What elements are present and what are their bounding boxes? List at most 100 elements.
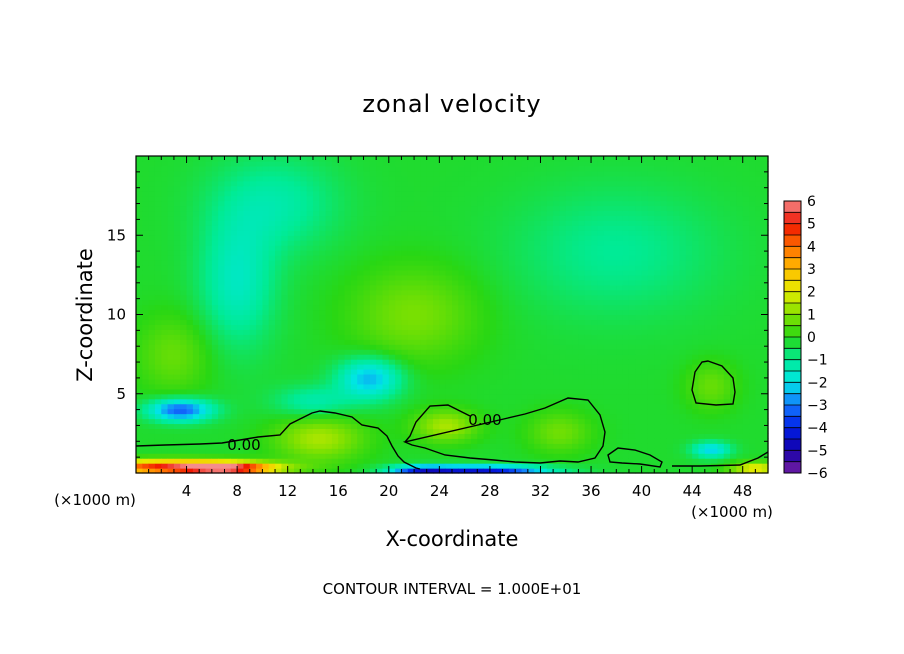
heatmap-cell	[262, 284, 270, 291]
heatmap-cell	[167, 160, 175, 167]
heatmap-cell	[483, 448, 491, 454]
heatmap-cell	[192, 165, 200, 172]
heatmap-cell	[306, 190, 314, 197]
heatmap-cell	[426, 250, 434, 256]
heatmap-cell	[344, 190, 352, 197]
heatmap-cell	[616, 170, 624, 177]
heatmap-cell	[559, 398, 567, 405]
heatmap-cell	[357, 289, 365, 296]
heatmap-cell	[572, 364, 579, 370]
heatmap-cell	[136, 160, 143, 167]
heatmap-cell	[603, 398, 611, 405]
heatmap-cell	[496, 428, 504, 434]
heatmap-cell	[521, 156, 529, 162]
heatmap-cell	[275, 195, 282, 202]
heatmap-cell	[338, 364, 346, 370]
heatmap-cell	[521, 309, 529, 316]
heatmap-cell	[167, 468, 175, 474]
heatmap-cell	[338, 403, 346, 410]
heatmap-cell	[439, 269, 447, 276]
heatmap-cell	[161, 329, 169, 335]
heatmap-cell	[319, 195, 327, 202]
heatmap-cell	[256, 210, 263, 217]
heatmap-cell	[363, 329, 371, 335]
heatmap-cell	[546, 205, 554, 212]
heatmap-cell	[439, 156, 447, 162]
heatmap-cell	[161, 339, 169, 345]
heatmap-cell	[369, 200, 377, 207]
heatmap-cell	[186, 354, 194, 360]
heatmap-cell	[167, 156, 175, 162]
heatmap-cell	[357, 329, 365, 335]
heatmap-cell	[319, 304, 327, 311]
heatmap-cell	[477, 354, 485, 360]
heatmap-cell	[376, 423, 384, 430]
heatmap-cell	[540, 393, 548, 400]
heatmap-cell	[420, 175, 428, 182]
heatmap-cell	[338, 393, 346, 400]
heatmap-cell	[458, 220, 466, 226]
heatmap-cell	[591, 200, 598, 207]
heatmap-cell	[230, 368, 238, 375]
heatmap-cell	[186, 458, 194, 464]
heatmap-cell	[489, 156, 497, 162]
heatmap-cell	[489, 364, 497, 370]
heatmap-cell	[527, 309, 535, 316]
heatmap-cell	[186, 250, 194, 256]
heatmap-cell	[262, 185, 270, 192]
heatmap-cell	[622, 190, 630, 197]
heatmap-cell	[534, 230, 542, 236]
heatmap-cell	[622, 403, 630, 410]
heatmap-cell	[420, 294, 428, 301]
heatmap-cell	[262, 359, 270, 365]
heatmap-cell	[508, 448, 516, 454]
heatmap-cell	[357, 190, 365, 197]
heatmap-cell	[540, 156, 548, 162]
heatmap-cell	[603, 195, 611, 202]
heatmap-cell	[445, 368, 453, 375]
heatmap-cell	[395, 170, 403, 177]
heatmap-cell	[546, 170, 554, 177]
heatmap-cell	[275, 329, 282, 335]
heatmap-cell	[534, 299, 542, 306]
heatmap-cell	[192, 349, 200, 355]
heatmap-cell	[477, 368, 485, 375]
heatmap-cell	[294, 250, 301, 256]
heatmap-cell	[382, 299, 390, 306]
heatmap-cell	[161, 264, 169, 271]
heatmap-cell	[376, 368, 384, 375]
heatmap-cell	[553, 413, 561, 420]
heatmap-cell	[376, 294, 384, 301]
heatmap-cell	[312, 403, 320, 410]
heatmap-cell	[622, 175, 630, 182]
heatmap-cell	[414, 220, 421, 226]
heatmap-cell	[565, 195, 573, 202]
heatmap-cell	[180, 393, 188, 400]
heatmap-cell	[230, 428, 238, 434]
heatmap-cell	[508, 180, 516, 187]
heatmap-cell	[331, 349, 339, 355]
heatmap-cell	[610, 284, 617, 291]
heatmap-cell	[559, 373, 567, 380]
heatmap-cell	[584, 383, 592, 390]
heatmap-cell	[136, 423, 143, 430]
heatmap-cell	[173, 368, 181, 375]
heatmap-cell	[395, 235, 403, 241]
heatmap-cell	[249, 453, 257, 459]
heatmap-cell	[376, 468, 384, 474]
heatmap-cell	[496, 230, 504, 236]
heatmap-cell	[553, 418, 561, 425]
heatmap-cell	[628, 458, 636, 464]
heatmap-cell	[496, 324, 504, 330]
heatmap-cell	[565, 319, 573, 325]
heatmap-cell	[426, 378, 434, 385]
heatmap-cell	[256, 274, 263, 281]
heatmap-cell	[338, 448, 346, 454]
heatmap-cell	[344, 264, 352, 271]
heatmap-cell	[331, 195, 339, 202]
heatmap-cell	[483, 160, 491, 167]
heatmap-cell	[281, 443, 289, 449]
heatmap-cell	[249, 294, 257, 301]
heatmap-cell	[540, 388, 548, 395]
heatmap-cell	[281, 294, 289, 301]
